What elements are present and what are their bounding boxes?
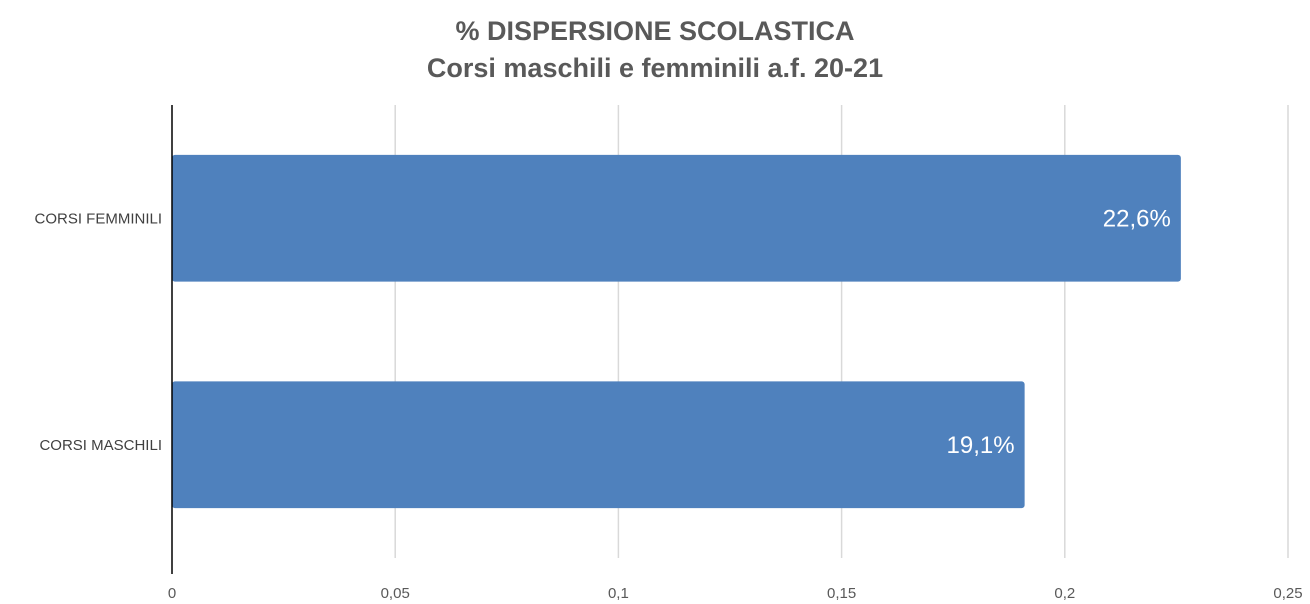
x-tick-label: 0,25: [1273, 585, 1302, 602]
data-label: 19,1%: [947, 432, 1015, 459]
x-tick-label: 0,2: [1054, 585, 1075, 602]
bar: [172, 381, 1025, 509]
chart-subtitle: Corsi maschili e femminili a.f. 20-21: [427, 53, 883, 83]
x-tick-label: 0: [168, 585, 176, 602]
category-label: CORSI FEMMINILI: [34, 210, 162, 227]
data-label: 22,6%: [1103, 205, 1171, 232]
x-tick-label: 0,05: [381, 585, 410, 602]
bars: 22,6% 19,1%: [172, 154, 1181, 509]
x-tick-labels: 0 0,05 0,1 0,15 0,2 0,25: [168, 585, 1303, 602]
bar: [172, 154, 1181, 282]
x-tick-label: 0,1: [608, 585, 629, 602]
category-labels: CORSI FEMMINILI CORSI MASCHILI: [34, 210, 162, 454]
category-label: CORSI MASCHILI: [39, 437, 162, 454]
chart-title: % DISPERSIONE SCOLASTICA: [455, 16, 854, 46]
x-tick-label: 0,15: [827, 585, 856, 602]
